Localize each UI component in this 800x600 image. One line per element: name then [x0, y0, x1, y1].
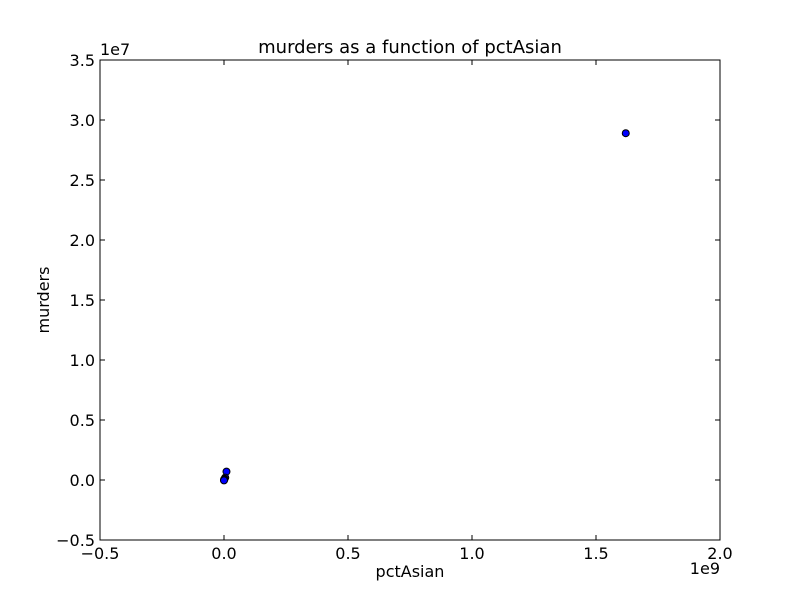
data-points	[220, 129, 630, 485]
x-axis-label: pctAsian	[376, 562, 445, 581]
x-tick-label: −0.5	[81, 544, 120, 563]
y-tick-label: 3.5	[70, 51, 95, 70]
y-axis-label: murders	[34, 267, 53, 334]
data-point	[621, 129, 630, 138]
x-tick-label: 0.5	[335, 544, 360, 563]
y-tick-label: 1.0	[70, 351, 95, 370]
y-tick-label: 2.0	[70, 231, 95, 250]
y-offset-label: 1e7	[100, 40, 130, 59]
y-tick-label: 0.5	[70, 411, 95, 430]
x-tick-label: 1.0	[459, 544, 484, 563]
x-offset-label: 1e9	[690, 559, 720, 578]
y-tick-label: 3.0	[70, 111, 95, 130]
data-point	[220, 476, 228, 485]
y-tick-label: −0.5	[56, 531, 95, 550]
x-tick-label: 0.0	[211, 544, 236, 563]
plot-area	[99, 59, 721, 541]
x-axis: −0.5 0.0 0.5 1.0 1.5 2.0	[81, 60, 733, 563]
x-tick-label: 2.0	[707, 544, 732, 563]
chart-title: murders as a function of pctAsian	[258, 37, 562, 58]
y-tick-label: 1.5	[70, 291, 95, 310]
y-tick-label: 0.0	[70, 471, 95, 490]
x-tick-label: 1.5	[583, 544, 608, 563]
y-tick-label: 2.5	[70, 171, 95, 190]
y-axis: −0.5 0.0 0.5 1.0 1.5 2.0 2.5 3.0 3.5	[56, 51, 720, 550]
